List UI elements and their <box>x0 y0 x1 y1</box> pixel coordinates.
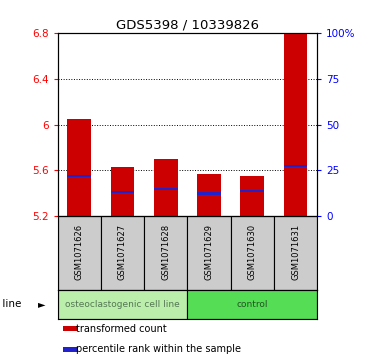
Bar <box>154 188 178 190</box>
Bar <box>67 175 91 178</box>
Bar <box>197 192 221 195</box>
Text: GSM1071629: GSM1071629 <box>204 224 213 280</box>
Bar <box>111 191 134 193</box>
Bar <box>240 176 264 216</box>
Title: GDS5398 / 10339826: GDS5398 / 10339826 <box>116 19 259 32</box>
Bar <box>101 216 144 290</box>
Bar <box>197 174 221 216</box>
Bar <box>284 33 308 216</box>
Bar <box>58 216 101 290</box>
Bar <box>67 119 91 216</box>
Text: percentile rank within the sample: percentile rank within the sample <box>76 344 241 354</box>
Text: GSM1071631: GSM1071631 <box>291 224 300 280</box>
Bar <box>111 167 134 216</box>
Text: transformed count: transformed count <box>76 324 167 334</box>
Bar <box>231 216 274 290</box>
Text: control: control <box>237 300 268 309</box>
Text: GSM1071626: GSM1071626 <box>75 224 83 280</box>
Bar <box>63 347 78 352</box>
Text: GSM1071628: GSM1071628 <box>161 224 170 280</box>
Bar <box>154 159 178 216</box>
Text: GSM1071627: GSM1071627 <box>118 224 127 280</box>
Bar <box>187 216 231 290</box>
Text: GSM1071630: GSM1071630 <box>248 224 257 280</box>
Text: ►: ► <box>38 299 46 309</box>
Bar <box>240 190 264 192</box>
Text: cell line: cell line <box>0 299 21 309</box>
Bar <box>284 165 308 167</box>
Bar <box>63 326 78 331</box>
Text: osteoclastogenic cell line: osteoclastogenic cell line <box>65 300 180 309</box>
Bar <box>144 216 187 290</box>
Bar <box>58 290 187 319</box>
Bar <box>274 216 317 290</box>
Bar <box>187 290 317 319</box>
